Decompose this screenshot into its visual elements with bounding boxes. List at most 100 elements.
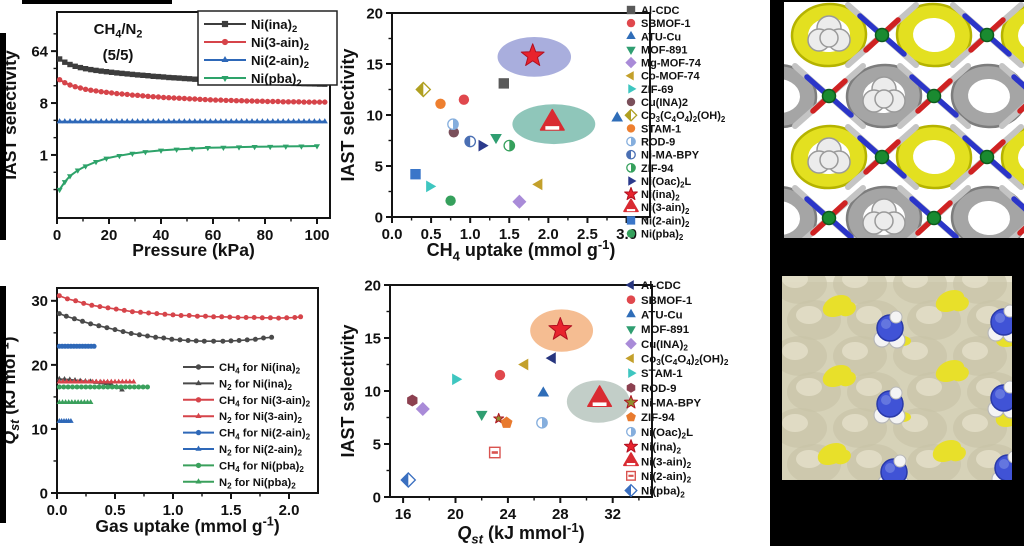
svg-text:CH4 for Ni(3-ain)2: CH4 for Ni(3-ain)2 [219, 395, 311, 409]
circle-marker [261, 335, 266, 341]
circle-marker [178, 313, 184, 318]
square-marker [62, 59, 68, 65]
circle-marker [252, 336, 258, 342]
square-marker [88, 66, 94, 73]
point [518, 358, 529, 371]
pore-surface-image [782, 276, 1012, 480]
svg-text:0.0: 0.0 [47, 502, 68, 519]
circle-marker [103, 89, 110, 95]
circle-marker [129, 309, 135, 315]
circle-marker [64, 296, 70, 302]
svg-text:60: 60 [205, 227, 222, 244]
circle-marker [108, 90, 115, 96]
triup-marker [202, 118, 209, 124]
circle-marker [72, 84, 78, 90]
tridown-marker [267, 144, 274, 151]
square-marker [77, 64, 84, 71]
tridown-marker [204, 146, 211, 152]
triup-marker [72, 118, 79, 124]
triup-marker [124, 118, 131, 124]
svg-text:N2 for Ni(3-ain)2: N2 for Ni(3-ain)2 [219, 411, 303, 425]
triup-marker [113, 118, 120, 124]
point [488, 446, 501, 459]
svg-text:SBMOF-1: SBMOF-1 [641, 295, 693, 307]
point [410, 169, 421, 180]
svg-text:1.5: 1.5 [221, 502, 242, 519]
svg-text:IAST selectivity: IAST selectivity [340, 324, 358, 457]
circle-marker [264, 98, 271, 105]
point [536, 416, 548, 429]
triup-marker [186, 118, 193, 124]
circle-marker [56, 311, 62, 317]
triup-marker [626, 308, 636, 318]
circle-marker [186, 96, 193, 102]
svg-text:10: 10 [364, 383, 381, 400]
square-marker [72, 63, 78, 69]
circle-marker [193, 338, 199, 344]
circle-marker [96, 384, 102, 390]
svg-text:Pressure (kPa): Pressure (kPa) [132, 240, 255, 260]
svg-text:0: 0 [40, 485, 48, 502]
tridown-marker [251, 144, 258, 151]
circle-marker [192, 96, 198, 102]
svg-text:CH4 uptake (mmol g-1): CH4 uptake (mmol g-1) [427, 237, 616, 263]
scatter-points [410, 43, 624, 209]
tridown-marker [66, 174, 74, 180]
circle-marker [121, 307, 127, 313]
crop-artifact-bar-left-2 [0, 286, 6, 523]
svg-text:1: 1 [40, 147, 48, 164]
triup-marker [295, 118, 302, 124]
circle-marker [259, 315, 265, 321]
square-marker [124, 71, 130, 77]
square-marker [103, 69, 110, 75]
svg-text:Co3(C4O4)2(OH)2: Co3(C4O4)2(OH)2 [641, 110, 726, 124]
point [537, 386, 550, 397]
circle-marker [63, 313, 69, 319]
triup-marker [144, 118, 152, 124]
circle-marker [259, 98, 266, 104]
square-marker [150, 73, 156, 79]
svg-text:Ni(ina)2: Ni(ina)2 [641, 442, 681, 456]
halfdiamond-marker [624, 483, 638, 498]
svg-text:Cu(INA)2: Cu(INA)2 [641, 339, 688, 353]
triup-marker [221, 55, 229, 63]
star-marker [623, 395, 639, 409]
svg-text:1.5: 1.5 [499, 226, 520, 243]
point [475, 410, 488, 422]
triup-marker [134, 118, 141, 124]
svg-text:STAM-1: STAM-1 [641, 368, 683, 380]
hexagon-marker [626, 382, 636, 393]
series-3 [56, 144, 321, 194]
circle-marker [73, 298, 79, 304]
triup-marker [126, 378, 133, 384]
point [494, 369, 506, 381]
tridown-marker [626, 326, 636, 335]
circle-marker [195, 397, 202, 403]
triup-marker [103, 118, 110, 124]
square-marker [181, 75, 188, 82]
point [520, 43, 545, 67]
circle-marker [176, 95, 182, 101]
circle-marker [91, 343, 97, 349]
point [458, 94, 470, 105]
triup-marker [77, 118, 84, 124]
legend: CH4 for Ni(ina)2 N2 for Ni(ina)2 CH4 for N… [183, 362, 311, 491]
square-marker [155, 73, 162, 80]
tridown-marker [220, 145, 227, 152]
point [407, 394, 418, 407]
pentagon-marker [626, 411, 636, 422]
halfcircle-marker [626, 136, 636, 147]
circle-marker [181, 95, 188, 102]
triup-marker [66, 118, 74, 124]
circle-marker [153, 334, 159, 340]
circle-marker [626, 18, 636, 28]
svg-text:10: 10 [366, 107, 383, 124]
series-2 [56, 293, 304, 321]
circle-marker [285, 99, 292, 105]
circle-marker [626, 229, 636, 238]
series-7 [56, 399, 94, 405]
